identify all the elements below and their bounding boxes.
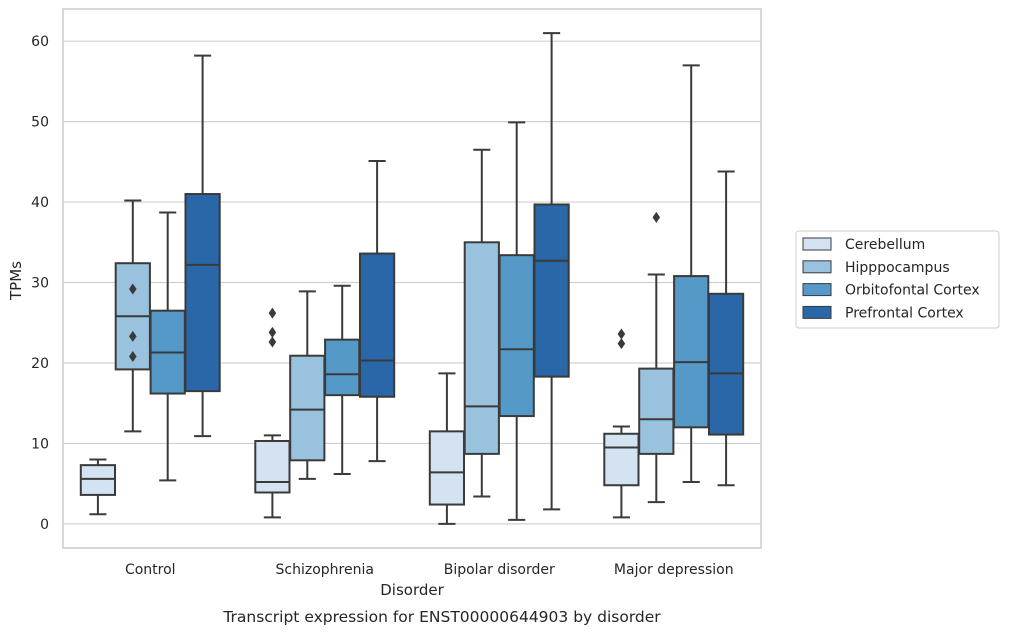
series-cerebellum [79,307,640,525]
box-bipolar-disorder-cerebellum [428,372,466,525]
plot-frame [62,8,762,549]
y-tick-labels: 0 10 20 30 40 50 60 [31,34,49,533]
series-prefrontal-cortex [184,32,745,511]
legend-item-hipppocampus: Hipppocampus [802,260,950,276]
outlier-point [268,307,277,319]
legend: Cerebellum Hipppocampus Orbitofontal Corte… [795,230,1000,329]
legend-frame [795,230,1000,329]
y-tick-label: 10 [31,436,49,452]
box-bipolar-disorder-prefrontal-cortex [533,32,570,511]
box-schizophrenia-prefrontal-cortex [358,160,396,463]
box-iqr [324,338,361,397]
box-iqr [638,367,675,455]
outlier-point [617,328,626,340]
box-iqr [603,432,640,487]
box-control-prefrontal-cortex [184,54,221,438]
box-control-orbitofontal-cortex [149,211,186,482]
outlier-point [268,326,277,338]
box-major-depression-prefrontal-cortex [707,170,745,487]
box-iqr [533,203,570,378]
y-tick-label: 30 [31,276,49,292]
x-tick-label: Control [125,562,176,578]
box-iqr [707,292,745,436]
box-major-depression-orbitofontal-cortex [673,64,710,484]
outlier-point [129,330,137,342]
x-tick-label: Major depression [614,562,734,578]
legend-label: Prefrontal Cortex [845,305,964,321]
legend-items: Cerebellum Hipppocampus Orbitofontal Corte… [802,237,980,321]
y-tick-label: 40 [31,195,49,211]
legend-swatch [802,305,832,319]
x-tick-labels: Control Schizophrenia Bipolar disorder Majo… [125,562,734,578]
y-tick-label: 50 [31,115,49,131]
box-major-depression-cerebellum [603,328,640,519]
y-tick-label: 0 [40,517,49,533]
box-control-cerebellum [79,458,117,516]
box-bipolar-disorder-orbitofontal-cortex [498,121,535,521]
box-iqr [463,241,500,455]
box-iqr [254,440,291,494]
legend-item-prefrontal-cortex: Prefrontal Cortex [802,305,964,321]
y-axis-title: TPMs [7,261,25,301]
box-iqr [289,354,326,462]
box-schizophrenia-orbitofontal-cortex [324,284,361,475]
chart-caption: Transcript expression for ENST0000064490… [222,608,661,626]
y-tick-label: 60 [31,34,49,50]
box-major-depression-hipppocampus [638,211,675,504]
outlier-point [129,283,137,295]
box-iqr [358,252,396,398]
outlier-point [268,336,277,348]
outlier-point [617,338,626,350]
box-series [79,32,745,525]
legend-label: Cerebellum [845,237,925,253]
box-schizophrenia-hipppocampus [289,290,326,480]
box-iqr [673,275,710,429]
series-hipppocampus [114,148,675,504]
x-tick-label: Bipolar disorder [444,562,555,578]
legend-item-orbitofontal-cortex: Orbitofontal Cortex [802,283,980,299]
box-iqr [428,430,466,506]
series-orbitofontal-cortex [149,64,710,521]
outlier-point [129,351,137,363]
legend-item-cerebellum: Cerebellum [802,237,925,253]
legend-label: Orbitofontal Cortex [845,283,980,299]
box-schizophrenia-cerebellum [254,307,291,519]
y-tick-label: 20 [31,356,49,372]
box-control-hipppocampus [114,199,151,433]
legend-swatch [802,237,832,251]
x-tick-label: Schizophrenia [276,562,374,578]
outlier-point [652,211,661,223]
x-axis-title: Disorder [380,581,444,599]
legend-label: Hipppocampus [845,260,950,276]
legend-swatch [802,283,832,297]
box-iqr [79,464,117,496]
box-iqr [184,193,221,393]
legend-swatch [802,260,832,274]
box-iqr [498,254,535,418]
